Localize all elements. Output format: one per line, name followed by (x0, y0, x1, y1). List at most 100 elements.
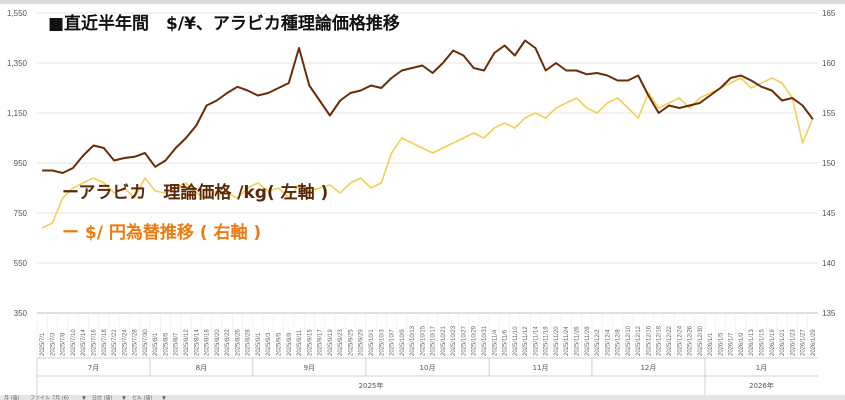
legend-fx: ー $/ 円為替推移 ( 右軸 ) (62, 222, 261, 243)
x-tick-label: 2026/1/9 (739, 332, 745, 356)
x-tick-label: 2026/1/5 (718, 332, 724, 356)
x-tick-label: 2025/10/29 (472, 325, 478, 356)
x-tick-label: 2025/8/22 (225, 329, 231, 356)
x-tick-label: 2025/9/1 (256, 332, 262, 356)
month-label: 7月 (88, 364, 99, 372)
footer-item[interactable]: ▼ (82, 396, 86, 400)
x-tick-label: 2025/7/10 (71, 329, 77, 356)
x-tick-label: 2025/11/6 (503, 329, 509, 356)
x-tick-label: 2025/9/5 (276, 332, 282, 356)
x-tick-label: 2025/7/24 (122, 329, 128, 356)
month-label: 11月 (533, 364, 549, 372)
x-tick-label: 2025/9/17 (318, 329, 324, 356)
footer-bar[interactable]: 月 (値) ファイル 7月 (6) ▼ 日付 (値) ▼ セル (値) ▼ (0, 395, 845, 400)
x-tick-label: 2025/10/27 (461, 325, 467, 356)
x-tick-label: 2025/12/4 (605, 329, 611, 356)
left-tick-label: 350 (14, 309, 28, 318)
x-tick-label: 2026/1/1 (708, 332, 714, 356)
year-label: 2025年 (359, 381, 384, 390)
x-tick-label: 2025/11/12 (523, 326, 529, 356)
right-tick-label: 155 (822, 109, 836, 118)
left-tick-label: 1,550 (7, 9, 28, 18)
x-tick-label: 2025/11/14 (533, 326, 539, 356)
top-strip (0, 0, 845, 4)
x-tick-label: 2025/10/1 (369, 329, 375, 356)
x-tick-label: 2025/10/21 (441, 325, 447, 356)
x-tick-label: 2025/10/15 (420, 325, 426, 356)
footer-item[interactable]: ファイル (30, 396, 50, 400)
x-tick-label: 2026/1/27 (801, 329, 807, 356)
x-tick-label: 2025/12/8 (616, 329, 622, 356)
x-tick-label: 2025/8/12 (184, 329, 190, 356)
year-label: 2026年 (749, 381, 774, 390)
x-tick-label: 2025/7/28 (133, 329, 139, 356)
footer-item[interactable]: ▼ (162, 396, 166, 400)
x-tick-label: 2026/1/23 (790, 329, 796, 356)
footer-item[interactable]: セル (値) (132, 395, 153, 400)
x-tick-label: 2026/1/7 (729, 332, 735, 356)
x-tick-label: 2025/9/11 (297, 329, 303, 356)
month-label: 10月 (420, 364, 436, 372)
x-tick-label: 2025/11/28 (585, 326, 591, 356)
month-label: 1月 (756, 364, 767, 372)
x-tick-label: 2025/8/5 (163, 332, 169, 356)
x-tick-label: 2026/1/19 (770, 329, 776, 356)
x-tick-label: 2025/7/18 (102, 329, 108, 356)
x-tick-label: 2025/9/19 (328, 329, 334, 356)
x-tick-label: 2025/10/13 (410, 325, 416, 356)
x-tick-label: 2025/9/29 (359, 329, 365, 356)
x-tick-label: 2025/8/26 (235, 329, 241, 356)
right-tick-label: 165 (822, 9, 836, 18)
left-tick-label: 1,150 (7, 109, 28, 118)
x-tick-label: 2025/9/9 (287, 332, 293, 356)
x-tick-label: 2025/11/26 (575, 326, 581, 356)
x-tick-label: 2025/9/23 (338, 329, 344, 356)
x-tick-label: 2025/12/12 (636, 325, 642, 356)
x-tick-label: 2025/12/30 (698, 325, 704, 356)
left-tick-label: 750 (14, 209, 28, 218)
left-tick-label: 550 (14, 259, 28, 268)
month-label: 8月 (196, 364, 207, 372)
footer-item[interactable]: 月 (値) (4, 395, 20, 400)
x-tick-label: 2025/9/3 (266, 332, 272, 356)
x-tick-label: 2025/11/4 (492, 329, 498, 356)
x-tick-label: 2025/10/31 (482, 325, 488, 356)
x-tick-label: 2025/8/7 (174, 332, 180, 356)
footer-item[interactable]: ▼ (122, 396, 126, 400)
x-tick-label: 2025/7/16 (92, 329, 98, 356)
right-tick-label: 145 (822, 209, 836, 218)
month-label: 9月 (304, 364, 315, 372)
footer-background (0, 395, 845, 400)
x-tick-label: 2025/10/9 (400, 329, 406, 356)
x-tick-label: 2025/12/16 (646, 325, 652, 356)
x-tick-label: 2025/9/15 (307, 329, 313, 356)
x-tick-label: 2025/8/14 (194, 329, 200, 356)
x-tick-label: 2025/12/24 (677, 325, 683, 356)
x-tick-label: 2025/12/10 (626, 325, 632, 356)
x-tick-label: 2025/12/2 (595, 329, 601, 356)
x-tick-label: 2025/8/18 (205, 329, 211, 356)
right-tick-label: 160 (822, 59, 836, 68)
x-tick-label: 2025/12/18 (657, 325, 663, 356)
x-tick-label: 2025/7/3 (50, 332, 56, 356)
x-tick-label: 2025/11/24 (564, 326, 570, 356)
footer-item[interactable]: 日付 (値) (92, 395, 113, 400)
x-tick-label: 2025/8/20 (215, 329, 221, 356)
x-tick-label: 2026/1/21 (780, 329, 786, 356)
legend-arabica: ーアラビカ 理論価格 /kg( 左軸 ) (62, 182, 328, 203)
right-tick-label: 135 (822, 309, 836, 318)
x-tick-label: 2026/1/13 (749, 329, 755, 356)
x-tick-label: 2026/1/29 (811, 329, 817, 356)
left-tick-label: 950 (14, 159, 28, 168)
x-tick-label: 2025/7/1 (40, 332, 46, 356)
right-tick-label: 150 (822, 159, 836, 168)
x-tick-label: 2025/11/20 (554, 326, 560, 356)
x-tick-label: 2025/9/25 (348, 329, 354, 356)
x-tick-label: 2025/7/14 (81, 329, 87, 356)
x-tick-label: 2025/7/30 (143, 329, 149, 356)
x-tick-label: 2025/7/22 (112, 329, 118, 356)
x-tick-label: 2025/12/26 (688, 325, 694, 356)
footer-item[interactable]: 7月 (6) (52, 396, 69, 400)
